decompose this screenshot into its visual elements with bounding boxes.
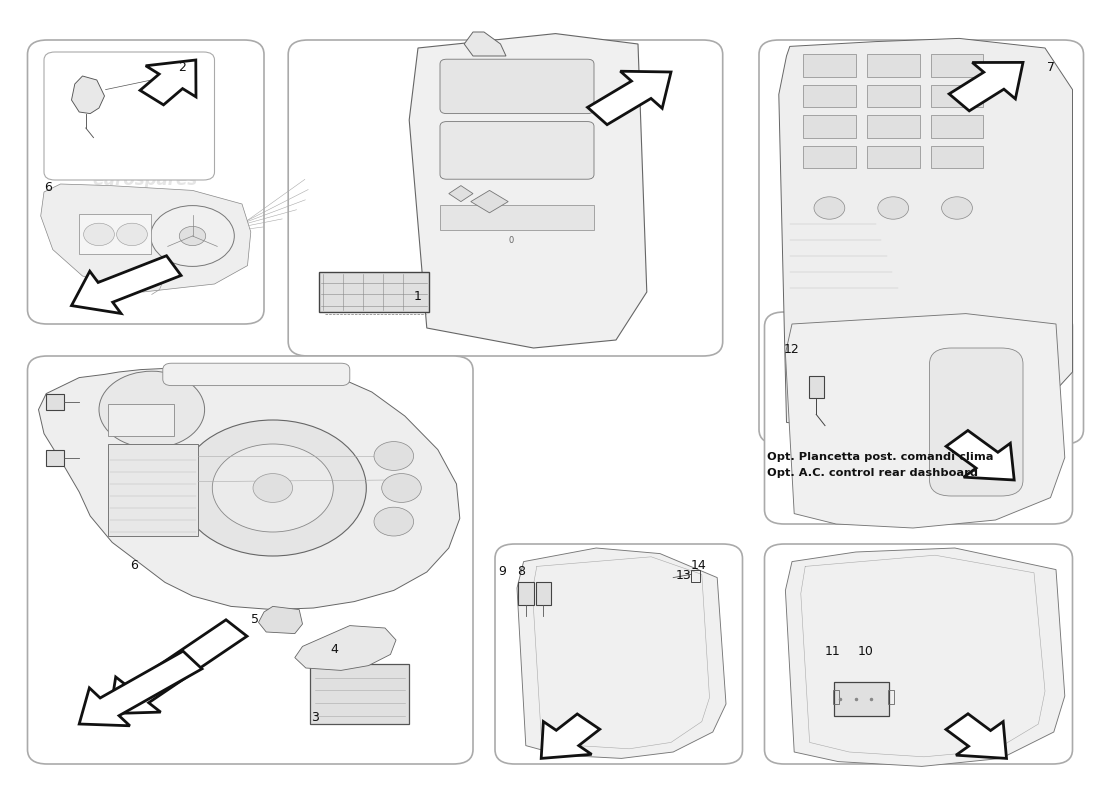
Text: Opt. Plancetta post. comandi clima: Opt. Plancetta post. comandi clima [767,452,993,462]
FancyBboxPatch shape [495,544,742,764]
FancyBboxPatch shape [288,40,723,356]
Polygon shape [587,71,671,125]
Polygon shape [785,314,1065,528]
FancyBboxPatch shape [764,312,1072,524]
Text: 14: 14 [691,559,706,572]
Circle shape [814,197,845,219]
FancyBboxPatch shape [44,52,214,180]
Bar [691,570,700,582]
Polygon shape [39,366,460,610]
Bar [834,682,889,716]
FancyBboxPatch shape [28,356,473,764]
Polygon shape [110,620,248,714]
Text: 1: 1 [414,290,421,303]
Bar [808,376,824,398]
Polygon shape [79,651,202,726]
Bar [867,85,920,107]
Polygon shape [409,34,647,348]
Bar [867,54,920,77]
Text: eurospares: eurospares [563,673,669,690]
Text: 0: 0 [509,236,514,245]
Bar [46,394,64,410]
Text: 8: 8 [517,565,525,578]
Polygon shape [41,184,251,292]
Circle shape [179,226,206,246]
Text: 12: 12 [783,343,799,356]
Text: 13: 13 [675,570,691,582]
Polygon shape [72,76,104,114]
Polygon shape [258,606,303,634]
Text: 6: 6 [130,559,138,572]
Bar [803,146,856,168]
FancyBboxPatch shape [440,59,594,114]
FancyBboxPatch shape [28,40,264,324]
FancyBboxPatch shape [440,122,594,179]
Polygon shape [946,430,1014,480]
Bar [888,690,894,704]
Polygon shape [295,626,396,670]
Bar [440,205,594,230]
Circle shape [374,507,414,536]
Bar [931,115,983,138]
Circle shape [942,197,972,219]
Circle shape [253,474,293,502]
Bar [310,664,409,724]
Text: 5: 5 [251,613,258,626]
Text: 3: 3 [311,711,319,724]
Bar [319,272,429,312]
Polygon shape [949,62,1023,111]
Polygon shape [946,714,1006,758]
Polygon shape [517,548,726,758]
Text: 4: 4 [330,643,338,656]
Circle shape [99,371,205,448]
Bar [518,582,534,605]
FancyBboxPatch shape [759,40,1084,444]
Text: 10: 10 [858,645,873,658]
Circle shape [117,223,147,246]
Polygon shape [785,548,1065,766]
Text: 6: 6 [44,181,52,194]
Bar [931,54,983,77]
Bar [867,115,920,138]
Bar [833,690,839,704]
Bar [867,146,920,168]
Circle shape [84,223,114,246]
Text: eurospares: eurospares [444,198,550,215]
Text: 2: 2 [178,62,186,74]
Polygon shape [140,60,196,105]
Bar [108,404,174,436]
Polygon shape [72,256,182,314]
Circle shape [151,206,234,266]
Text: 11: 11 [825,645,840,658]
Polygon shape [779,38,1072,432]
Polygon shape [464,32,506,56]
Bar [536,582,551,605]
Bar [803,85,856,107]
Bar [79,214,151,254]
Bar [803,54,856,77]
Circle shape [212,444,333,532]
Polygon shape [541,714,600,758]
Text: eurospares: eurospares [866,673,971,690]
Bar [931,146,983,168]
Text: eurospares: eurospares [198,582,304,599]
Bar [46,450,64,466]
Bar [803,115,856,138]
Circle shape [382,474,421,502]
Bar [108,444,198,536]
Polygon shape [449,186,473,202]
Polygon shape [471,190,508,213]
Text: 9: 9 [498,565,506,578]
Text: eurospares: eurospares [866,233,971,250]
Text: Opt. A.C. control rear dashboard: Opt. A.C. control rear dashboard [767,468,978,478]
Text: 7: 7 [1047,62,1055,74]
Text: eurospares: eurospares [92,171,198,189]
FancyBboxPatch shape [930,348,1023,496]
Circle shape [374,442,414,470]
Bar [931,85,983,107]
Circle shape [179,420,366,556]
FancyBboxPatch shape [163,363,350,386]
FancyBboxPatch shape [764,544,1072,764]
Circle shape [878,197,909,219]
